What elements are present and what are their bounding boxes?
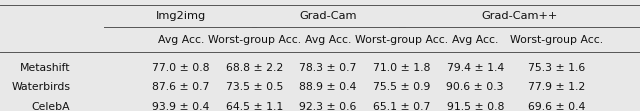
- Text: 75.5 ± 0.9: 75.5 ± 0.9: [373, 82, 430, 92]
- Text: CelebA: CelebA: [32, 102, 70, 111]
- Text: 75.3 ± 1.6: 75.3 ± 1.6: [528, 63, 586, 73]
- Text: Avg Acc.: Avg Acc.: [452, 35, 499, 45]
- Text: 65.1 ± 0.7: 65.1 ± 0.7: [373, 102, 430, 111]
- Text: 78.3 ± 0.7: 78.3 ± 0.7: [300, 63, 356, 73]
- Text: Avg Acc.: Avg Acc.: [305, 35, 351, 45]
- Text: Worst-group Acc.: Worst-group Acc.: [355, 35, 448, 45]
- Text: 90.6 ± 0.3: 90.6 ± 0.3: [447, 82, 504, 92]
- Text: 92.3 ± 0.6: 92.3 ± 0.6: [300, 102, 356, 111]
- Text: Waterbirds: Waterbirds: [12, 82, 70, 92]
- Text: Grad-Cam++: Grad-Cam++: [481, 11, 558, 21]
- Text: 79.4 ± 1.4: 79.4 ± 1.4: [447, 63, 504, 73]
- Text: 87.6 ± 0.7: 87.6 ± 0.7: [152, 82, 209, 92]
- Text: Avg Acc.: Avg Acc.: [157, 35, 204, 45]
- Text: 77.0 ± 0.8: 77.0 ± 0.8: [152, 63, 209, 73]
- Text: Img2img: Img2img: [156, 11, 206, 21]
- Text: 88.9 ± 0.4: 88.9 ± 0.4: [300, 82, 356, 92]
- Text: Grad-Cam: Grad-Cam: [300, 11, 357, 21]
- Text: 77.9 ± 1.2: 77.9 ± 1.2: [528, 82, 586, 92]
- Text: 69.6 ± 0.4: 69.6 ± 0.4: [528, 102, 586, 111]
- Text: 64.5 ± 1.1: 64.5 ± 1.1: [226, 102, 283, 111]
- Text: Metashift: Metashift: [20, 63, 70, 73]
- Text: 71.0 ± 1.8: 71.0 ± 1.8: [373, 63, 430, 73]
- Text: 73.5 ± 0.5: 73.5 ± 0.5: [226, 82, 283, 92]
- Text: Worst-group Acc.: Worst-group Acc.: [510, 35, 604, 45]
- Text: 91.5 ± 0.8: 91.5 ± 0.8: [447, 102, 504, 111]
- Text: Worst-group Acc.: Worst-group Acc.: [208, 35, 301, 45]
- Text: 93.9 ± 0.4: 93.9 ± 0.4: [152, 102, 209, 111]
- Text: 68.8 ± 2.2: 68.8 ± 2.2: [226, 63, 283, 73]
